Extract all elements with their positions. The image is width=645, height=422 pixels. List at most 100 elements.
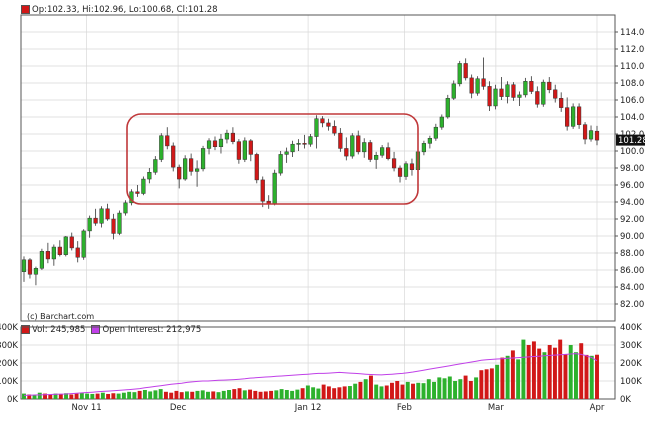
candle-down — [236, 141, 241, 160]
price-tick-label: 114.00 — [620, 28, 645, 38]
volume-bar — [311, 387, 316, 399]
candle-up — [308, 136, 313, 145]
volume-bar — [227, 390, 231, 399]
volume-bar — [64, 393, 69, 399]
volume-bar — [116, 393, 121, 399]
volume-bar — [579, 343, 584, 399]
volume-tick-label-left: 300K — [0, 341, 18, 351]
volume-bar — [405, 381, 410, 399]
candle-up — [451, 83, 456, 99]
candle-down — [75, 247, 80, 258]
candle-up — [81, 230, 86, 258]
price-tick-label: 92.00 — [620, 215, 644, 225]
volume-tick-label-left: 0K — [7, 395, 18, 405]
volume-bar — [421, 383, 426, 399]
volume-bar — [547, 345, 552, 399]
candle-up — [141, 178, 146, 194]
volume-bar — [510, 350, 515, 399]
volume-bar — [190, 391, 195, 399]
candle-down — [165, 135, 170, 147]
volume-bar — [142, 390, 147, 399]
candle-down — [171, 145, 176, 168]
volume-bar — [458, 379, 463, 399]
candlestick-series — [21, 57, 600, 286]
price-grid — [21, 15, 618, 399]
candle-up — [374, 155, 379, 160]
volume-bar — [253, 390, 258, 399]
volume-bar — [37, 392, 42, 399]
price-tick-label: 84.00 — [620, 283, 644, 293]
volume-bar — [284, 390, 289, 399]
volume-bar — [489, 368, 494, 399]
date-tick-label: Apr — [590, 403, 605, 413]
volume-bar — [595, 354, 599, 399]
candle-up — [314, 118, 319, 137]
volume-bar — [153, 390, 158, 399]
volume-bar — [563, 354, 568, 399]
volume-bar — [274, 390, 279, 399]
volume-bar — [526, 345, 531, 399]
candle-down — [260, 179, 265, 202]
volume-tick-label-right: 200K — [620, 359, 642, 369]
volume-bar — [269, 390, 274, 399]
volume-bar — [200, 390, 205, 399]
candle-up — [99, 208, 104, 224]
candle-up — [427, 138, 432, 144]
volume-bar — [216, 392, 221, 399]
volume-bar — [374, 384, 379, 399]
candle-up — [523, 81, 528, 96]
volume-bar — [100, 392, 105, 399]
volume-bar — [463, 375, 468, 399]
volume-bar — [395, 381, 400, 399]
volume-grid — [21, 326, 615, 400]
candle-up — [194, 168, 200, 172]
volume-bar — [27, 394, 32, 399]
volume-bar — [295, 389, 300, 399]
date-tick-label: Feb — [397, 403, 412, 413]
candle-up — [242, 140, 247, 160]
volume-bar — [242, 390, 247, 399]
volume-bar — [468, 381, 473, 399]
volume-bar — [453, 381, 458, 399]
volume-bar — [500, 357, 505, 399]
volume-bar — [484, 369, 489, 399]
volume-tick-label-left: 400K — [0, 323, 18, 333]
candle-down — [57, 246, 62, 255]
price-swatch — [21, 5, 30, 14]
price-tick-label: 100.00 — [620, 147, 645, 157]
volume-tick-label-left: 200K — [0, 359, 18, 369]
volume-bar — [416, 382, 421, 399]
volume-bar — [184, 391, 189, 399]
candle-down — [230, 132, 236, 142]
volume-bar — [332, 388, 337, 399]
price-tick-label: 96.00 — [620, 181, 644, 191]
range-box-annotation — [126, 113, 419, 205]
candle-down — [594, 130, 600, 141]
volume-bar — [358, 381, 363, 399]
volume-bar — [442, 378, 447, 399]
price-tick-label: 104.00 — [620, 113, 645, 123]
candle-down — [326, 122, 331, 127]
candle-down — [93, 217, 98, 224]
volume-bar — [237, 388, 242, 399]
volume-bar — [426, 379, 431, 399]
volume-bar — [363, 379, 368, 399]
volume-bar — [537, 348, 542, 399]
volume-tick-label-right: 300K — [620, 341, 642, 351]
volume-tick-label-right: 400K — [620, 323, 642, 333]
candle-up — [21, 259, 27, 272]
volume-bar — [447, 376, 452, 399]
volume-bar — [316, 388, 321, 399]
price-tick-label: 108.00 — [620, 79, 645, 89]
candle-up — [39, 251, 45, 269]
candle-down — [469, 77, 474, 94]
volume-bar — [121, 392, 126, 399]
candle-up — [206, 140, 212, 149]
price-tick-label: 82.00 — [620, 300, 644, 310]
volume-bar — [437, 377, 442, 399]
candle-up — [493, 88, 498, 107]
volume-bar — [48, 394, 53, 399]
candle-up — [517, 94, 522, 98]
candle-down — [320, 118, 325, 124]
volume-bar — [137, 390, 142, 399]
